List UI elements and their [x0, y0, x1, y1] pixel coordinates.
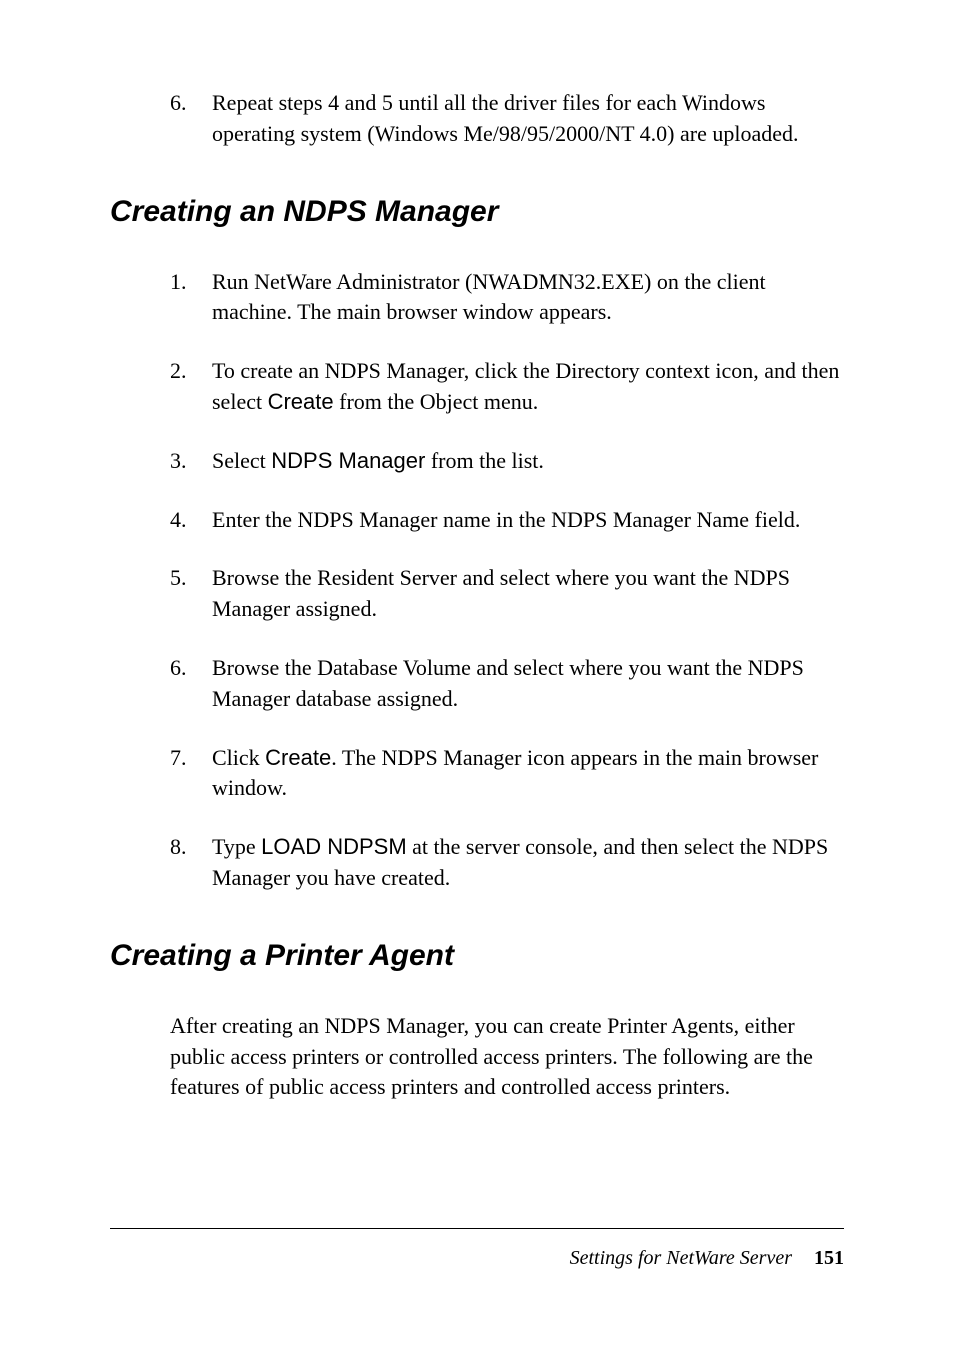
list-item: 7. Click Create. The NDPS Manager icon a… — [170, 743, 844, 805]
page-number: 151 — [814, 1247, 844, 1269]
text-after: from the list. — [425, 448, 544, 473]
ui-label-ndps-manager: NDPS Manager — [271, 448, 425, 473]
list-number: 7. — [170, 743, 212, 805]
list-text: Enter the NDPS Manager name in the NDPS … — [212, 505, 844, 536]
list-text: Click Create. The NDPS Manager icon appe… — [212, 743, 844, 805]
list-number: 5. — [170, 563, 212, 625]
list-text: Browse the Resident Server and select wh… — [212, 563, 844, 625]
ui-label-load-ndpsm: LOAD NDPSM — [261, 834, 406, 859]
ndps-manager-steps: 1. Run NetWare Administrator (NWADMN32.E… — [170, 267, 844, 894]
list-text: Select NDPS Manager from the list. — [212, 446, 844, 477]
printer-agent-paragraph: After creating an NDPS Manager, you can … — [170, 1011, 844, 1103]
text-before: Click — [212, 745, 265, 770]
list-item: 3. Select NDPS Manager from the list. — [170, 446, 844, 477]
footer-divider — [110, 1228, 844, 1229]
list-number: 1. — [170, 267, 212, 329]
section-heading-printer-agent: Creating a Printer Agent — [110, 939, 844, 973]
list-number: 8. — [170, 832, 212, 894]
list-number: 6. — [170, 88, 212, 150]
list-item: 6. Browse the Database Volume and select… — [170, 653, 844, 715]
ui-label-create: Create — [268, 389, 334, 414]
list-item: 1. Run NetWare Administrator (NWADMN32.E… — [170, 267, 844, 329]
footer-section-title: Settings for NetWare Server — [570, 1247, 792, 1269]
section-heading-ndps-manager: Creating an NDPS Manager — [110, 195, 844, 229]
list-item: 6. Repeat steps 4 and 5 until all the dr… — [170, 88, 844, 150]
text-before: Select — [212, 448, 271, 473]
list-text: Run NetWare Administrator (NWADMN32.EXE)… — [212, 267, 844, 329]
list-number: 4. — [170, 505, 212, 536]
list-text: Type LOAD NDPSM at the server console, a… — [212, 832, 844, 894]
text-before: Type — [212, 834, 261, 859]
footer-text: Settings for NetWare Server 151 — [110, 1247, 844, 1270]
list-number: 2. — [170, 356, 212, 418]
list-text: Browse the Database Volume and select wh… — [212, 653, 844, 715]
list-item: 4. Enter the NDPS Manager name in the ND… — [170, 505, 844, 536]
page-footer: Settings for NetWare Server 151 — [110, 1228, 844, 1270]
list-item: 8. Type LOAD NDPSM at the server console… — [170, 832, 844, 894]
list-number: 3. — [170, 446, 212, 477]
list-item: 2. To create an NDPS Manager, click the … — [170, 356, 844, 418]
list-item: 5. Browse the Resident Server and select… — [170, 563, 844, 625]
top-continuation-list: 6. Repeat steps 4 and 5 until all the dr… — [170, 88, 844, 150]
ui-label-create: Create — [265, 745, 331, 770]
text-after: from the Object menu. — [334, 389, 539, 414]
list-number: 6. — [170, 653, 212, 715]
list-text: To create an NDPS Manager, click the Dir… — [212, 356, 844, 418]
list-text: Repeat steps 4 and 5 until all the drive… — [212, 88, 844, 150]
